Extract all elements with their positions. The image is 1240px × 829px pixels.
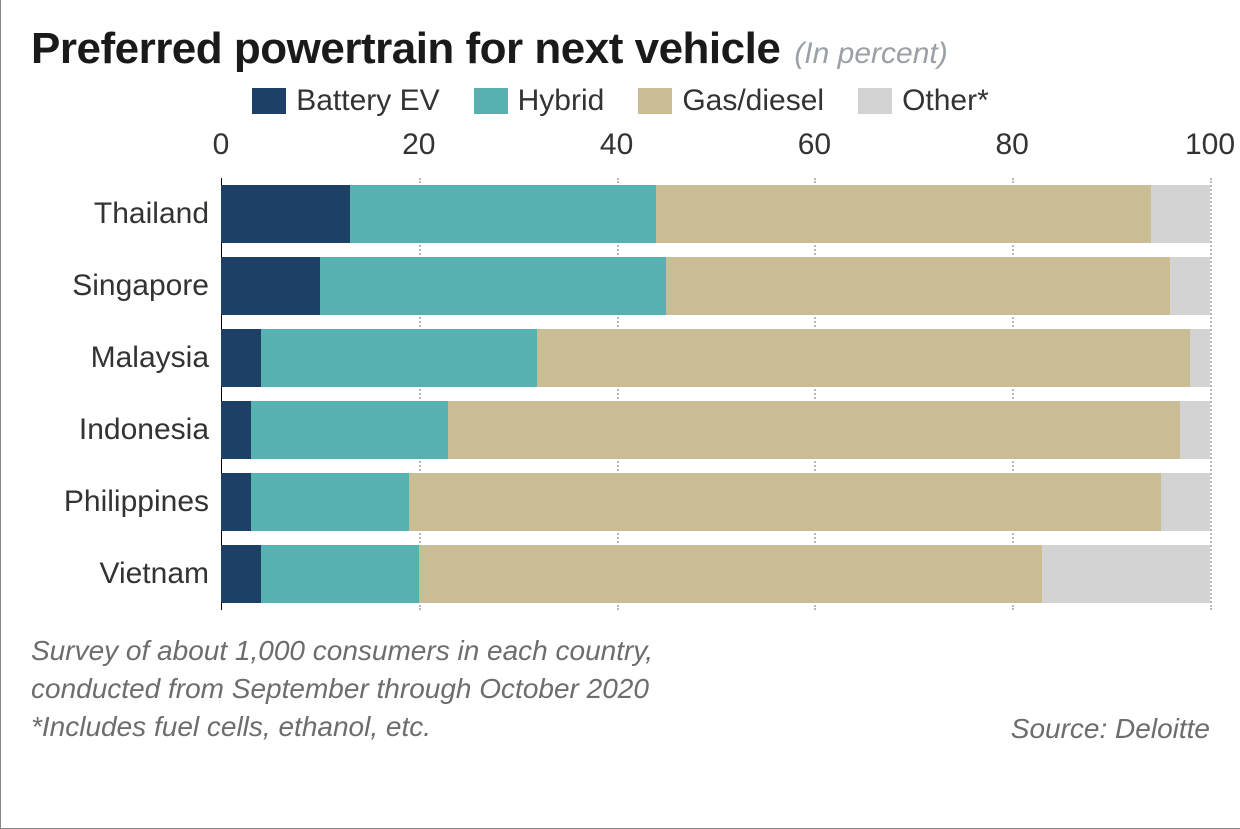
bar-segment-gas_diesel [537,329,1190,387]
bar-row [221,466,1210,538]
bar-segment-gas_diesel [666,257,1170,315]
x-tick: 60 [798,128,831,162]
legend-label: Gas/diesel [682,84,824,118]
legend-swatch [474,88,508,114]
y-axis-label: Vietnam [31,538,221,610]
bar-segment-hybrid [350,185,657,243]
bar-segment-hybrid [320,257,666,315]
plot-area: ThailandSingaporeMalaysiaIndonesiaPhilip… [31,128,1210,610]
bar-row [221,394,1210,466]
y-axis-label: Singapore [31,250,221,322]
x-axis: 020406080100 [221,128,1210,178]
x-tick: 20 [402,128,435,162]
x-tick: 40 [600,128,633,162]
bar-segment-battery_ev [221,329,261,387]
bar-row [221,538,1210,610]
footnote-line-1: Survey of about 1,000 consumers in each … [31,632,653,670]
footnote-text: Survey of about 1,000 consumers in each … [31,632,653,745]
bar-segment-battery_ev [221,545,261,603]
bar-segment-battery_ev [221,185,350,243]
gridline [1210,178,1212,610]
bars [221,178,1210,610]
bar-segment-hybrid [261,545,419,603]
bar-segment-hybrid [251,401,449,459]
legend-swatch [252,88,286,114]
x-tick: 80 [996,128,1029,162]
bar-segment-other [1170,257,1210,315]
legend-label: Other* [902,84,989,118]
legend-label: Battery EV [296,84,439,118]
x-tick: 0 [213,128,230,162]
chart-container: Preferred powertrain for next vehicle (I… [0,0,1240,829]
legend-item-hybrid: Hybrid [474,84,605,118]
y-axis-label: Malaysia [31,322,221,394]
legend: Battery EV Hybrid Gas/diesel Other* [31,84,1210,118]
bar-segment-battery_ev [221,401,251,459]
legend-label: Hybrid [518,84,605,118]
footnote-line-2: conducted from September through October… [31,670,653,708]
bar-row [221,322,1210,394]
bar-segment-other [1151,185,1210,243]
title-row: Preferred powertrain for next vehicle (I… [31,24,1210,74]
bars-zone: 020406080100 [221,128,1210,610]
legend-item-other: Other* [858,84,989,118]
bar-segment-gas_diesel [419,545,1042,603]
bar-row [221,250,1210,322]
y-axis-labels: ThailandSingaporeMalaysiaIndonesiaPhilip… [31,128,221,610]
bar-row [221,178,1210,250]
chart-title: Preferred powertrain for next vehicle [31,24,780,74]
footnote-line-3: *Includes fuel cells, ethanol, etc. [31,708,653,746]
bar-segment-gas_diesel [656,185,1151,243]
bar-segment-battery_ev [221,473,251,531]
legend-swatch [638,88,672,114]
legend-item-battery_ev: Battery EV [252,84,439,118]
footnotes: Survey of about 1,000 consumers in each … [31,632,1210,745]
chart-subtitle: (In percent) [794,37,947,71]
bar-segment-other [1161,473,1210,531]
bar-segment-hybrid [261,329,538,387]
bar-segment-gas_diesel [448,401,1180,459]
bar-segment-hybrid [251,473,409,531]
bar-segment-other [1042,545,1210,603]
bar-segment-other [1190,329,1210,387]
y-axis-label: Indonesia [31,394,221,466]
y-axis-label: Philippines [31,466,221,538]
bar-segment-other [1180,401,1210,459]
bar-segment-gas_diesel [409,473,1161,531]
source-text: Source: Deloitte [1011,713,1210,745]
x-tick: 100 [1185,128,1235,162]
y-axis-label: Thailand [31,178,221,250]
bar-segment-battery_ev [221,257,320,315]
legend-swatch [858,88,892,114]
legend-item-gas_diesel: Gas/diesel [638,84,824,118]
